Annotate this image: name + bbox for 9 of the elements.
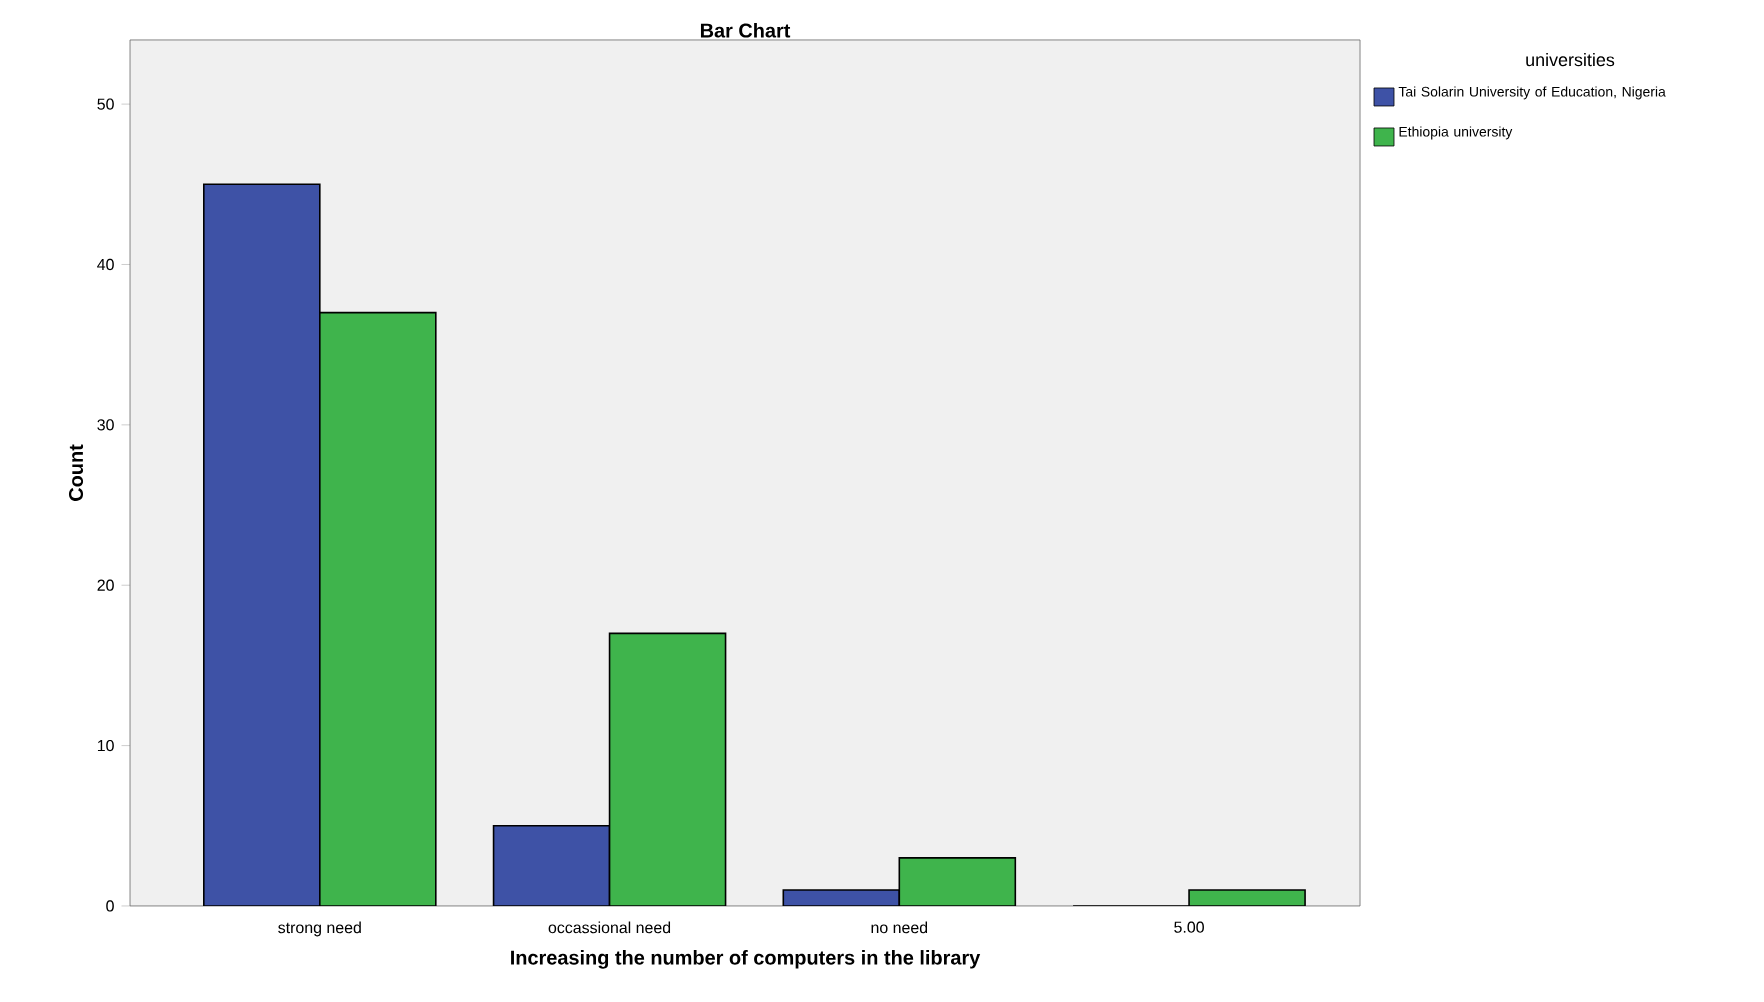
bar: [203, 184, 320, 906]
bar: [492, 824, 611, 906]
bar: [608, 632, 727, 906]
bar: [319, 312, 436, 906]
legend-title: universities: [1526, 53, 1615, 67]
chart-title: Bar Chart: [700, 22, 791, 38]
x-axis-title: Increasing the number of computers in the library: [511, 950, 981, 969]
y-axis-title: Count: [68, 444, 84, 501]
bar: [898, 857, 1017, 906]
